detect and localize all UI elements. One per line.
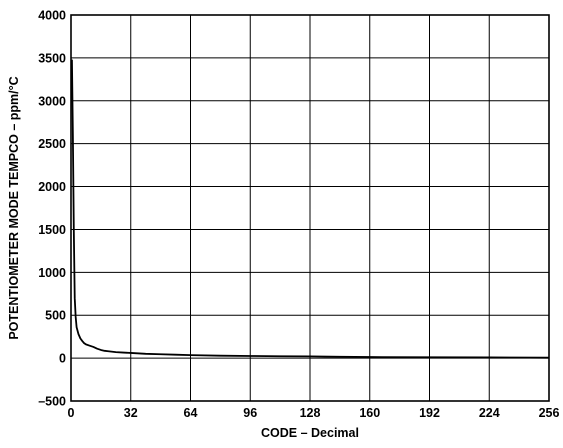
x-tick-label: 224 xyxy=(479,406,500,420)
y-tick-label: 3000 xyxy=(38,94,66,108)
y-tick-label: 0 xyxy=(59,352,66,366)
x-tick-label: 0 xyxy=(68,406,75,420)
x-tick-label: 128 xyxy=(300,406,321,420)
x-tick-label: 160 xyxy=(359,406,380,420)
x-tick-label: 256 xyxy=(539,406,560,420)
x-axis-label: CODE – Decimal xyxy=(261,426,359,440)
y-tick-label: 3500 xyxy=(38,51,66,65)
plot-frame xyxy=(70,14,550,402)
x-tick-label: 96 xyxy=(243,406,257,420)
y-tick-label: 4000 xyxy=(38,9,66,23)
x-tick-labels: 0 32 64 96 128 160 192 224 256 xyxy=(68,406,560,420)
y-tick-label: 2500 xyxy=(38,137,66,151)
x-tick-label: 64 xyxy=(184,406,198,420)
y-tick-label: 1500 xyxy=(38,223,66,237)
series-line xyxy=(71,59,550,359)
x-tick-label: 192 xyxy=(419,406,440,420)
y-tick-label: 1000 xyxy=(38,266,66,280)
grid-lines xyxy=(70,14,550,402)
y-axis-label: POTENTIOMETER MODE TEMPCO – ppm/°C xyxy=(7,76,21,339)
y-tick-label: 500 xyxy=(45,309,66,323)
x-tick-label: 32 xyxy=(124,406,138,420)
y-tick-label: 2000 xyxy=(38,180,66,194)
y-tick-label: –500 xyxy=(38,395,66,409)
y-tick-labels: –500 0 500 1000 1500 2000 2500 3000 3500 4000 xyxy=(38,9,66,409)
